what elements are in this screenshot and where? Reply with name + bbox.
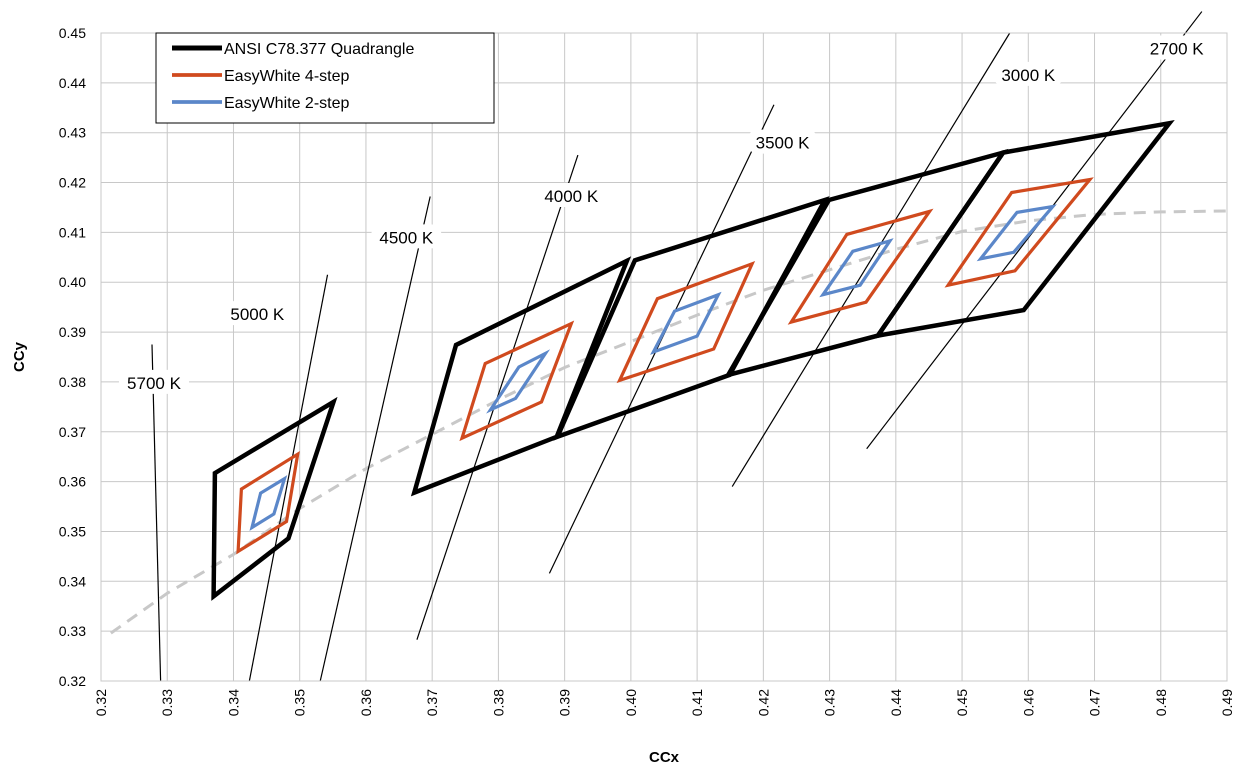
x-tick-label: 0.36 [358,689,374,716]
y-tick-label: 0.42 [59,175,86,191]
x-tick-label: 0.49 [1219,689,1235,716]
x-tick-label: 0.40 [623,689,639,716]
isotherm-line [151,344,162,682]
y-tick-label: 0.36 [59,474,86,490]
cct-label: 3500 K [756,134,811,153]
y-tick-label: 0.44 [59,75,86,91]
easywhite-2-step-quadrangle [819,238,894,298]
y-tick-label: 0.41 [59,224,86,240]
x-tick-label: 0.35 [292,689,308,716]
cct-label: 2700 K [1150,39,1205,58]
easywhite-4-step-quadrangle [787,208,934,325]
easywhite-4-step-quadrangle [616,260,756,384]
x-tick-labels: 0.32 0.33 0.34 0.35 0.36 0.37 0.38 0.39 0.40 0.41… [93,689,1235,716]
x-tick-label: 0.43 [822,689,838,716]
cct-labels: 5700 K 5000 K 4500 K 4000 K 3500 K 3000 K 2700… [118,35,1212,394]
ansi-quadrangle [553,196,830,441]
x-axis-title: CCx [649,749,680,766]
cct-label: 4500 K [379,228,434,247]
easywhite-4-step-quadrangle [944,177,1094,288]
cct-label-halo [993,61,1064,86]
cct-label-halo [371,224,442,249]
grid [100,32,1228,682]
cct-label-halo [222,301,293,326]
cct-label-halo [747,129,818,154]
y-tick-label: 0.40 [59,274,86,290]
x-tick-label: 0.41 [689,689,705,716]
x-tick-label: 0.48 [1153,689,1169,716]
y-tick-labels: 0.32 0.33 0.34 0.35 0.36 0.37 0.38 0.39 0.40 0.41… [59,25,86,689]
y-tick-label: 0.35 [59,523,86,539]
planckian-locus-line [110,209,1228,635]
x-tick-label: 0.32 [93,689,109,716]
y-tick-label: 0.43 [59,125,86,141]
x-tick-label: 0.33 [159,689,175,716]
cct-label: 4000 K [544,187,599,206]
easywhite-2-step-quadrangle [486,349,551,414]
plot-border [100,32,1228,682]
y-tick-label: 0.33 [59,623,86,639]
cct-label: 5000 K [230,305,285,324]
x-tick-label: 0.47 [1087,689,1103,716]
cct-label-halo [536,182,607,207]
legend-label: EasyWhite 2-step [224,95,349,112]
easywhite-4-step-quadrangle [236,450,300,555]
x-tick-label: 0.39 [557,689,573,716]
x-tick-label: 0.37 [424,689,440,716]
planckian-locus [110,209,1228,635]
cct-label-halo [118,369,189,394]
y-tick-label: 0.34 [59,573,86,589]
ansi-quadrangle [410,256,632,497]
cct-label: 5700 K [127,374,182,393]
isotherm-line [248,274,329,682]
y-tick-label: 0.39 [59,324,86,340]
legend-label: EasyWhite 4-step [224,68,349,85]
quadrangles [211,119,1175,601]
easywhite-2-step-quadrangle [976,204,1057,262]
y-tick-label: 0.37 [59,424,86,440]
y-tick-label: 0.32 [59,673,86,689]
legend-label: ANSI C78.377 Quadrangle [224,41,414,58]
easywhite-2-step-quadrangle [650,291,722,355]
x-tick-label: 0.38 [490,689,506,716]
x-tick-label: 0.45 [954,689,970,716]
cct-label: 3000 K [1001,66,1056,85]
y-tick-label: 0.38 [59,374,86,390]
x-tick-label: 0.34 [225,689,241,716]
x-tick-label: 0.42 [755,689,771,716]
ansi-quadrangle [211,396,338,601]
easywhite-2-step-quadrangle [249,475,288,531]
y-tick-label: 0.45 [59,25,86,41]
legend: ANSI C78.377 Quadrangle EasyWhite 4-step E… [155,32,495,124]
cct-label-halo [1141,35,1212,60]
x-tick-label: 0.44 [888,689,904,716]
x-tick-label: 0.46 [1020,689,1036,716]
easywhite-4-step-quadrangle [459,320,575,442]
ansi-quadrangle [873,119,1175,339]
isotherm-line [319,196,431,682]
y-axis-title: CCy [11,341,28,372]
isotherm-line [731,32,1011,487]
